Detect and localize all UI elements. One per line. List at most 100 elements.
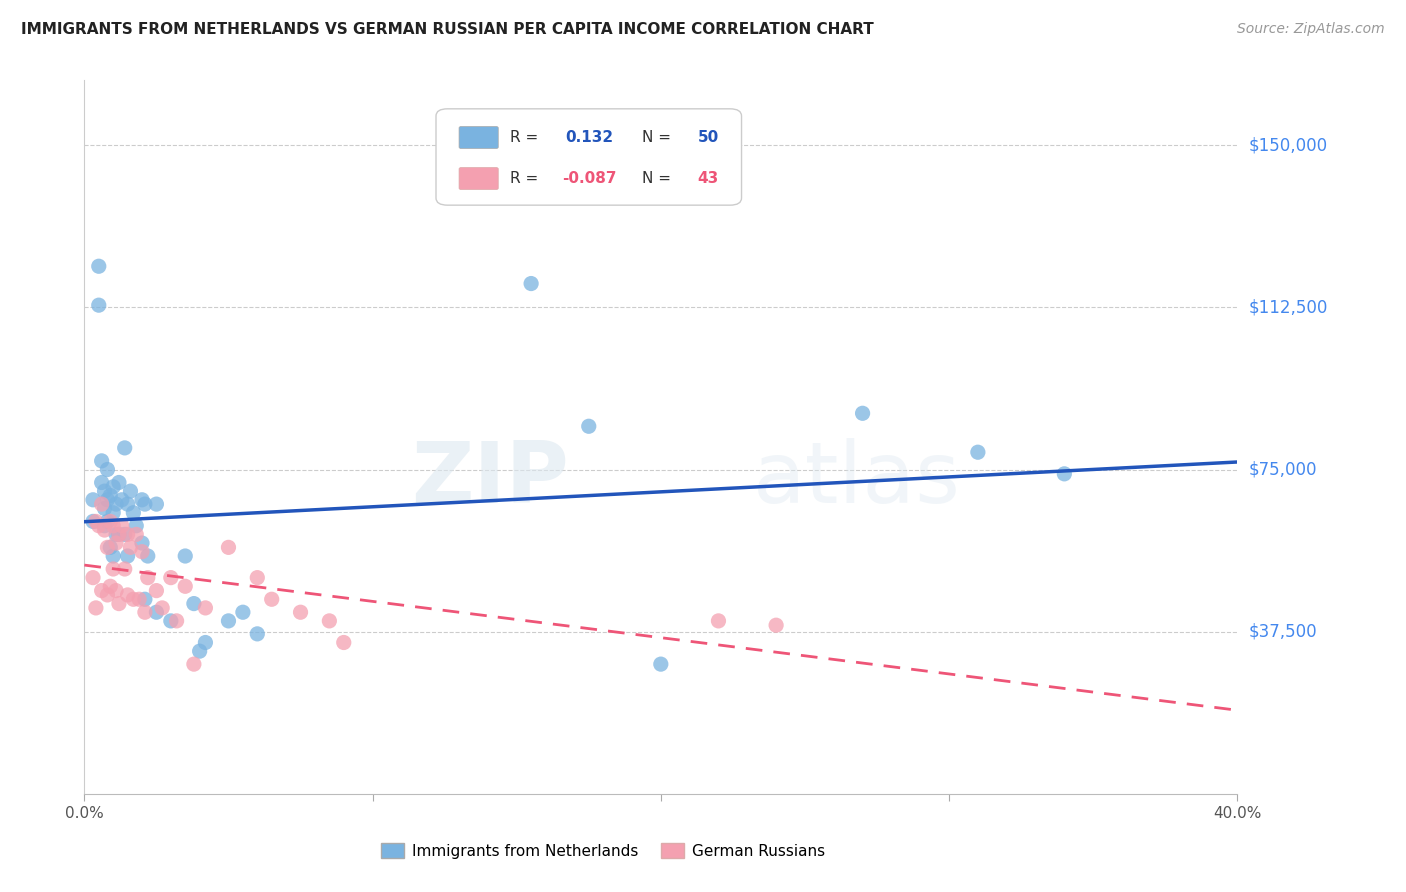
Point [103, 562, 124, 576]
Point [82, 571, 104, 585]
Point [122, 592, 145, 607]
Point [117, 497, 139, 511]
Point [84, 515, 107, 529]
Point [183, 597, 205, 611]
Text: $150,000: $150,000 [1249, 136, 1327, 154]
Point [93, 518, 115, 533]
Point [134, 605, 156, 619]
Point [105, 536, 128, 550]
FancyBboxPatch shape [460, 168, 498, 190]
Text: ZIP: ZIP [411, 438, 568, 522]
Point [117, 549, 139, 563]
Text: N =: N = [643, 171, 672, 186]
Point [114, 562, 136, 576]
Point [128, 592, 150, 607]
Point [232, 605, 254, 619]
Point [260, 592, 283, 607]
Point [108, 475, 131, 490]
Point [98, 541, 121, 555]
FancyBboxPatch shape [460, 127, 498, 149]
Point [125, 527, 148, 541]
Point [117, 527, 139, 541]
Point [90, 454, 112, 468]
Point [136, 571, 159, 585]
Point [290, 605, 312, 619]
Point [134, 497, 156, 511]
Point [105, 583, 128, 598]
Point [90, 583, 112, 598]
Point [108, 527, 131, 541]
Point [160, 571, 183, 585]
Point [218, 541, 240, 555]
Point [90, 475, 112, 490]
Text: $37,500: $37,500 [1249, 623, 1317, 640]
Point [108, 527, 131, 541]
Point [174, 579, 197, 593]
Point [218, 614, 240, 628]
Point [120, 484, 142, 499]
Text: atlas: atlas [754, 438, 962, 522]
Point [103, 480, 124, 494]
Point [105, 527, 128, 541]
Point [103, 518, 124, 533]
Point [90, 497, 112, 511]
Point [183, 657, 205, 672]
Point [194, 601, 217, 615]
Point [87, 259, 110, 273]
Point [103, 549, 124, 563]
FancyBboxPatch shape [436, 109, 741, 205]
Point [96, 541, 118, 555]
Text: IMMIGRANTS FROM NETHERLANDS VS GERMAN RUSSIAN PER CAPITA INCOME CORRELATION CHAR: IMMIGRANTS FROM NETHERLANDS VS GERMAN RU… [21, 22, 875, 37]
Point [707, 614, 730, 628]
Text: R =: R = [510, 171, 538, 186]
Point [84, 601, 107, 615]
Point [765, 618, 787, 632]
Point [103, 506, 124, 520]
Point [188, 644, 211, 658]
Text: 50: 50 [697, 130, 718, 145]
Point [98, 488, 121, 502]
Point [150, 601, 173, 615]
Text: Source: ZipAtlas.com: Source: ZipAtlas.com [1237, 22, 1385, 37]
Point [246, 571, 269, 585]
Point [136, 549, 159, 563]
Point [98, 579, 121, 593]
Point [520, 277, 543, 291]
Point [145, 605, 167, 619]
Point [131, 536, 153, 550]
Point [96, 515, 118, 529]
Point [96, 492, 118, 507]
Point [120, 541, 142, 555]
Text: $112,500: $112,500 [1249, 298, 1327, 317]
Text: R =: R = [510, 130, 538, 145]
Point [93, 484, 115, 499]
Point [108, 597, 131, 611]
Point [650, 657, 672, 672]
Point [98, 515, 121, 529]
Point [145, 497, 167, 511]
Point [852, 406, 875, 420]
Text: 43: 43 [697, 171, 718, 186]
Point [1053, 467, 1076, 481]
Point [117, 588, 139, 602]
Point [194, 635, 217, 649]
Point [967, 445, 990, 459]
Point [111, 492, 134, 507]
Point [131, 544, 153, 558]
Point [114, 527, 136, 541]
Text: -0.087: -0.087 [561, 171, 616, 186]
Point [111, 518, 134, 533]
Point [318, 614, 340, 628]
Point [82, 492, 104, 507]
Point [93, 501, 115, 516]
Point [105, 497, 128, 511]
Point [87, 298, 110, 312]
Text: N =: N = [643, 130, 672, 145]
Point [160, 614, 183, 628]
Point [96, 588, 118, 602]
Text: $75,000: $75,000 [1249, 460, 1317, 478]
Text: 0.132: 0.132 [565, 130, 613, 145]
Point [87, 518, 110, 533]
Point [145, 583, 167, 598]
Point [82, 515, 104, 529]
